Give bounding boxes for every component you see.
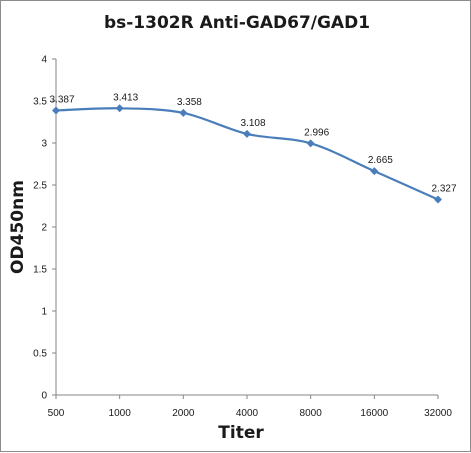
y-tick-label: 0 <box>41 391 47 402</box>
y-axis-label: OD450nm <box>8 180 28 274</box>
x-ticks: 500 1000 2000 4000 8000 16000 32000 <box>48 395 452 419</box>
x-tick-label: 8000 <box>300 408 323 419</box>
x-tick-label: 2000 <box>172 408 195 419</box>
y-tick-label: 2.5 <box>33 181 47 192</box>
y-ticks: 0 0.5 1 1.5 2 2.5 3 3.5 4 <box>33 55 56 402</box>
y-tick-label: 2 <box>41 223 47 234</box>
x-tick-label: 1000 <box>109 408 132 419</box>
x-axis-label: Titer <box>218 423 264 443</box>
x-tick-label: 16000 <box>360 408 388 419</box>
x-tick-label: 500 <box>48 408 65 419</box>
x-tick-label: 32000 <box>424 408 452 419</box>
x-tick-label: 4000 <box>236 408 259 419</box>
y-tick-label: 4 <box>41 55 47 66</box>
data-point <box>115 104 124 113</box>
y-tick-label: 3.5 <box>33 97 47 108</box>
data-point <box>306 139 315 148</box>
y-tick-label: 1 <box>41 307 47 318</box>
data-label: 3.108 <box>240 118 265 129</box>
data-label: 2.327 <box>431 184 456 195</box>
chart-title: bs-1302R Anti-GAD67/GAD1 <box>104 13 370 33</box>
y-tick-label: 0.5 <box>33 349 47 360</box>
data-point <box>434 195 442 204</box>
data-label: 3.358 <box>177 97 202 108</box>
data-point <box>179 108 188 117</box>
data-label: 2.665 <box>368 155 393 166</box>
y-tick-label: 3 <box>41 139 47 150</box>
data-label: 3.387 <box>49 94 74 105</box>
data-label: 2.996 <box>304 127 329 138</box>
series-group: 3.387 3.413 3.358 3.108 2.996 2.665 2.327 <box>49 92 457 204</box>
data-point <box>243 129 251 138</box>
y-tick-label: 1.5 <box>33 265 47 276</box>
data-point <box>52 106 60 115</box>
data-point <box>370 167 379 176</box>
data-label: 3.413 <box>113 92 138 103</box>
